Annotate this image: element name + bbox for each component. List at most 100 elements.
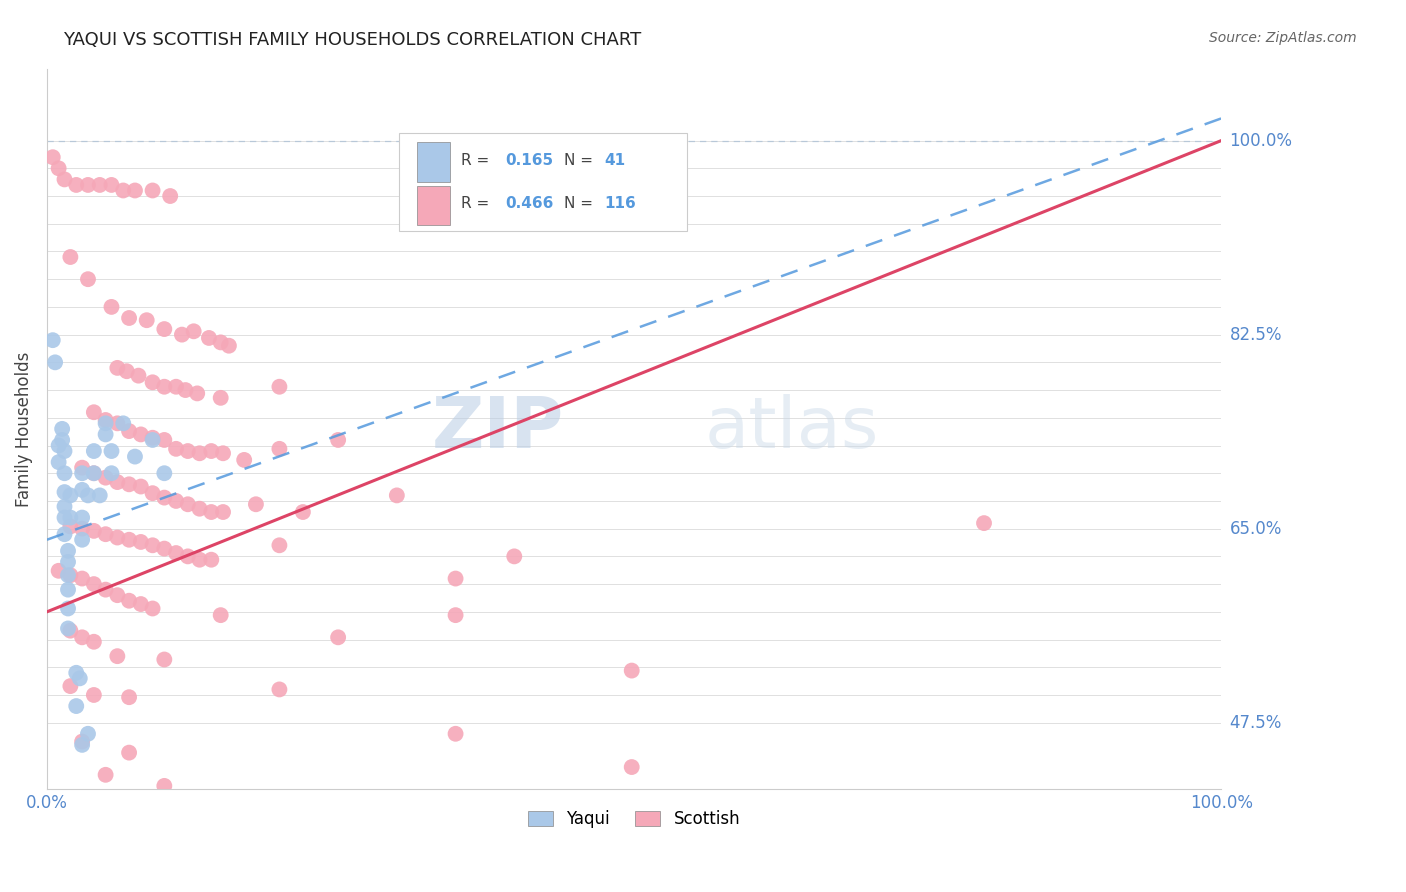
Point xyxy=(200,444,222,458)
Point xyxy=(59,624,82,638)
Point xyxy=(177,444,200,458)
Point xyxy=(48,455,70,469)
Point xyxy=(118,533,141,547)
Point xyxy=(83,524,105,538)
Point xyxy=(209,608,232,623)
Point xyxy=(245,497,267,511)
Point xyxy=(51,433,73,447)
Point xyxy=(291,505,314,519)
Point xyxy=(94,427,117,442)
Point xyxy=(118,746,141,760)
Point xyxy=(153,380,176,394)
Point xyxy=(59,250,82,264)
Point xyxy=(105,417,128,431)
Point xyxy=(70,533,93,547)
Point xyxy=(973,516,995,530)
Point xyxy=(59,510,82,524)
Point xyxy=(142,431,165,445)
Point xyxy=(444,608,467,623)
Point xyxy=(326,630,349,644)
Point xyxy=(42,333,65,347)
Point xyxy=(118,593,141,607)
Point xyxy=(269,380,291,394)
Point xyxy=(70,510,93,524)
Point xyxy=(56,544,79,558)
Text: 100.0%: 100.0% xyxy=(1230,132,1292,150)
Point xyxy=(444,727,467,741)
Point xyxy=(100,444,122,458)
Text: R =: R = xyxy=(461,153,495,168)
Point xyxy=(218,339,240,353)
Point xyxy=(83,577,105,591)
Y-axis label: Family Households: Family Households xyxy=(15,351,32,507)
Point xyxy=(142,376,165,390)
Point xyxy=(44,355,66,369)
Point xyxy=(212,446,235,460)
Point xyxy=(209,335,232,350)
Point xyxy=(129,535,152,549)
Point xyxy=(70,467,93,481)
Point xyxy=(65,665,87,680)
Point xyxy=(186,386,208,401)
Point xyxy=(42,150,65,164)
Point xyxy=(444,572,467,586)
Point xyxy=(77,488,100,502)
Point xyxy=(620,664,643,678)
Point xyxy=(142,433,165,447)
Point xyxy=(153,322,176,336)
Point xyxy=(174,383,197,397)
Point xyxy=(170,327,193,342)
Point xyxy=(129,427,152,442)
Point xyxy=(124,184,146,198)
Point xyxy=(118,690,141,705)
Point xyxy=(94,527,117,541)
Point xyxy=(94,413,117,427)
Point xyxy=(503,812,526,826)
Point xyxy=(70,738,93,752)
Point xyxy=(53,444,76,458)
Point xyxy=(503,549,526,564)
Point xyxy=(153,433,176,447)
Point xyxy=(115,364,138,378)
Text: Source: ZipAtlas.com: Source: ZipAtlas.com xyxy=(1209,31,1357,45)
Text: 82.5%: 82.5% xyxy=(1230,326,1282,343)
Point xyxy=(59,679,82,693)
Point xyxy=(70,734,93,748)
Point xyxy=(70,483,93,497)
Point xyxy=(269,442,291,456)
Point xyxy=(59,568,82,582)
Point xyxy=(183,324,205,338)
Point xyxy=(70,460,93,475)
Text: N =: N = xyxy=(564,196,598,211)
Point xyxy=(188,501,211,516)
Text: R =: R = xyxy=(461,196,495,211)
Point xyxy=(153,467,176,481)
Point xyxy=(153,541,176,556)
Point xyxy=(77,272,100,286)
Point xyxy=(177,549,200,564)
Point xyxy=(623,184,645,198)
Point xyxy=(53,527,76,541)
Point xyxy=(198,331,221,345)
Point xyxy=(56,601,79,615)
Point xyxy=(83,467,105,481)
Point xyxy=(188,552,211,566)
Point xyxy=(127,368,149,383)
Point xyxy=(124,450,146,464)
Point xyxy=(129,479,152,493)
Point xyxy=(142,538,165,552)
Point xyxy=(620,760,643,774)
Point xyxy=(526,826,548,840)
Text: 0.165: 0.165 xyxy=(505,153,553,168)
Point xyxy=(48,438,70,452)
Text: 65.0%: 65.0% xyxy=(1230,520,1282,538)
Text: 47.5%: 47.5% xyxy=(1230,714,1282,731)
Point xyxy=(100,467,122,481)
Point xyxy=(209,391,232,405)
Point xyxy=(56,568,79,582)
Point xyxy=(165,442,187,456)
Point xyxy=(53,485,76,500)
Point xyxy=(118,477,141,491)
Point xyxy=(59,488,82,502)
Point xyxy=(129,597,152,611)
